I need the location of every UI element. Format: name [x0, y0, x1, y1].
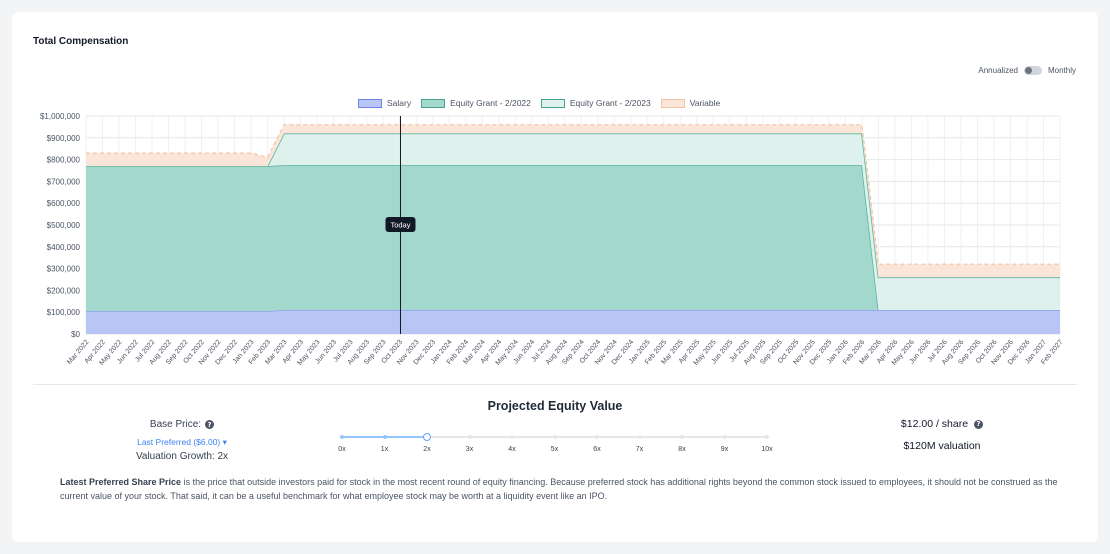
slider-tick-label: 2x	[423, 446, 431, 453]
valuation-value: $120M valuation	[903, 440, 981, 452]
base-price-select-value[interactable]: Last Preferred ($6.00)	[137, 437, 221, 447]
share-price: $12.00 / share	[900, 418, 969, 430]
base-price-label: Base Price:	[149, 419, 202, 430]
card-title: Total Compensation	[33, 36, 129, 47]
y-tick-label: $800,000	[47, 156, 81, 165]
slider-tick[interactable]	[722, 435, 727, 439]
section-divider	[33, 384, 1077, 385]
multiplier-slider[interactable]: 0x 1x 2x 3x 4x 5x 6x 7x 8x 9x 10x	[338, 432, 773, 462]
chevron-down-icon[interactable]: ▾	[222, 437, 227, 447]
today-marker-badge	[385, 217, 416, 232]
y-tick-label: $400,000	[47, 243, 81, 252]
note-bold: Latest Preferred Share Price	[60, 477, 182, 487]
y-tick-label: $200,000	[47, 286, 81, 295]
preferred-price-note: Latest Preferred Share Price is the pric…	[60, 476, 1060, 503]
area-equity-2023	[86, 133, 1060, 310]
y-tick-label: $900,000	[47, 134, 81, 143]
slider-tick[interactable]	[467, 435, 472, 439]
slider-tick-label: 8x	[678, 446, 686, 453]
y-tick-label: $0	[71, 330, 80, 339]
legend-swatch-variable	[660, 98, 685, 108]
slider-tick[interactable]	[680, 435, 684, 439]
toggle-monthly-label[interactable]: Monthly	[1047, 66, 1076, 75]
legend-label-equity-2022: Equity Grant - 2/2022	[450, 98, 531, 108]
y-tick-label: $1,000,000	[40, 112, 81, 121]
slider-tick[interactable]	[637, 435, 642, 439]
help-icon[interactable]: ?	[205, 420, 215, 429]
base-price-label-row: Base Price: ?	[149, 419, 215, 430]
slider-tick-label: 6x	[593, 446, 601, 453]
chart-legend: Salary Equity Grant - 2/2022 Equity Gran…	[358, 98, 720, 108]
slider-tick-label: 4x	[508, 446, 516, 453]
slider-tick-label: 1x	[380, 446, 389, 453]
period-toggle[interactable]: Annualized Monthly	[978, 66, 1076, 75]
legend-item-variable[interactable]: Variable	[660, 98, 721, 108]
projection-title: Projected Equity Value	[487, 399, 623, 413]
slider-tick-label: 3x	[465, 446, 474, 453]
area-salary	[86, 310, 1060, 334]
toggle-knob	[1024, 67, 1032, 74]
today-marker-label: Today	[390, 221, 410, 230]
compensation-area-chart: $0 $100,000 $200,000 $300,000 $400,000 $500,0…	[40, 112, 1065, 367]
toggle-switch[interactable]	[1023, 66, 1042, 75]
line-variable	[86, 124, 1060, 265]
legend-label-salary: Salary	[387, 98, 412, 108]
legend-swatch-equity-2022	[421, 98, 446, 108]
help-icon[interactable]: ?	[974, 419, 984, 429]
y-tick-label: $600,000	[47, 199, 81, 208]
note-text: is the price that outside investors paid…	[60, 477, 1058, 501]
slider-tick[interactable]	[595, 435, 599, 439]
slider-tick[interactable]	[340, 435, 344, 439]
y-tick-label: $300,000	[47, 265, 81, 274]
slider-tick-label: 0x	[338, 446, 346, 453]
share-value-block: $12.00 / share ? $120M valuation	[872, 414, 1012, 452]
share-price-row: $12.00 / share ?	[900, 418, 984, 430]
base-price-select[interactable]: Last Preferred ($6.00) ▾	[117, 437, 247, 448]
slider-handle[interactable]	[423, 433, 431, 441]
toggle-annualized-label[interactable]: Annualized	[978, 66, 1018, 75]
legend-item-equity-2023[interactable]: Equity Grant - 2/2023	[540, 98, 651, 108]
slider-tick-label: 10x	[761, 446, 773, 453]
y-tick-label: $500,000	[47, 221, 81, 230]
slider-tick-label: 9x	[720, 446, 729, 453]
slider-tick[interactable]	[552, 435, 557, 439]
y-tick-label: $700,000	[47, 177, 81, 186]
area-equity-2022	[86, 165, 1060, 312]
legend-item-equity-2022[interactable]: Equity Grant - 2/2022	[421, 98, 531, 108]
base-price-block: Base Price: ? Last Preferred ($6.00) ▾ V…	[117, 414, 247, 462]
y-tick-label: $100,000	[47, 308, 81, 317]
legend-item-salary[interactable]: Salary	[358, 98, 411, 108]
slider-tick[interactable]	[765, 435, 769, 439]
legend-label-variable: Variable	[689, 98, 721, 108]
legend-swatch-equity-2023	[540, 98, 565, 108]
legend-label-equity-2023: Equity Grant - 2/2023	[569, 98, 651, 108]
valuation-growth: Valuation Growth: 2x	[135, 451, 229, 462]
slider-tick-label: 5x	[550, 446, 559, 453]
legend-swatch-salary	[358, 98, 382, 108]
slider-tick[interactable]	[510, 435, 514, 439]
slider-tick[interactable]	[382, 435, 387, 439]
slider-tick-label: 7x	[635, 446, 644, 453]
total-compensation-card: Total Compensation Annualized Monthly Sa…	[12, 12, 1098, 542]
